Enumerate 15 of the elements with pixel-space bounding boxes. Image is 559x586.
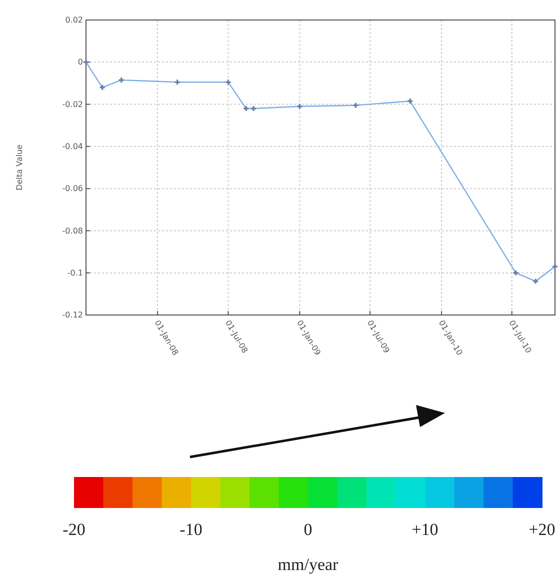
color-bar-label: +10 — [412, 520, 438, 539]
y-tick-label: -0.02 — [62, 100, 83, 109]
color-bar-label: -10 — [180, 520, 202, 539]
color-bar-label: -20 — [62, 520, 86, 539]
y-axis-title: Delta Value — [15, 144, 24, 190]
color-bar-label: +20 — [528, 520, 556, 539]
y-tick-label: -0.06 — [62, 184, 83, 194]
y-tick-label: 0.02 — [65, 16, 83, 25]
y-tick-label: -0.1 — [67, 268, 83, 278]
color-bar-label: 0 — [304, 520, 312, 539]
y-tick-label: -0.12 — [62, 310, 83, 320]
y-tick-label: -0.08 — [62, 226, 83, 236]
y-tick-label: 0 — [78, 58, 83, 67]
y-tick-label: -0.04 — [62, 142, 83, 151]
color-bar-title: mm/year — [278, 555, 339, 574]
